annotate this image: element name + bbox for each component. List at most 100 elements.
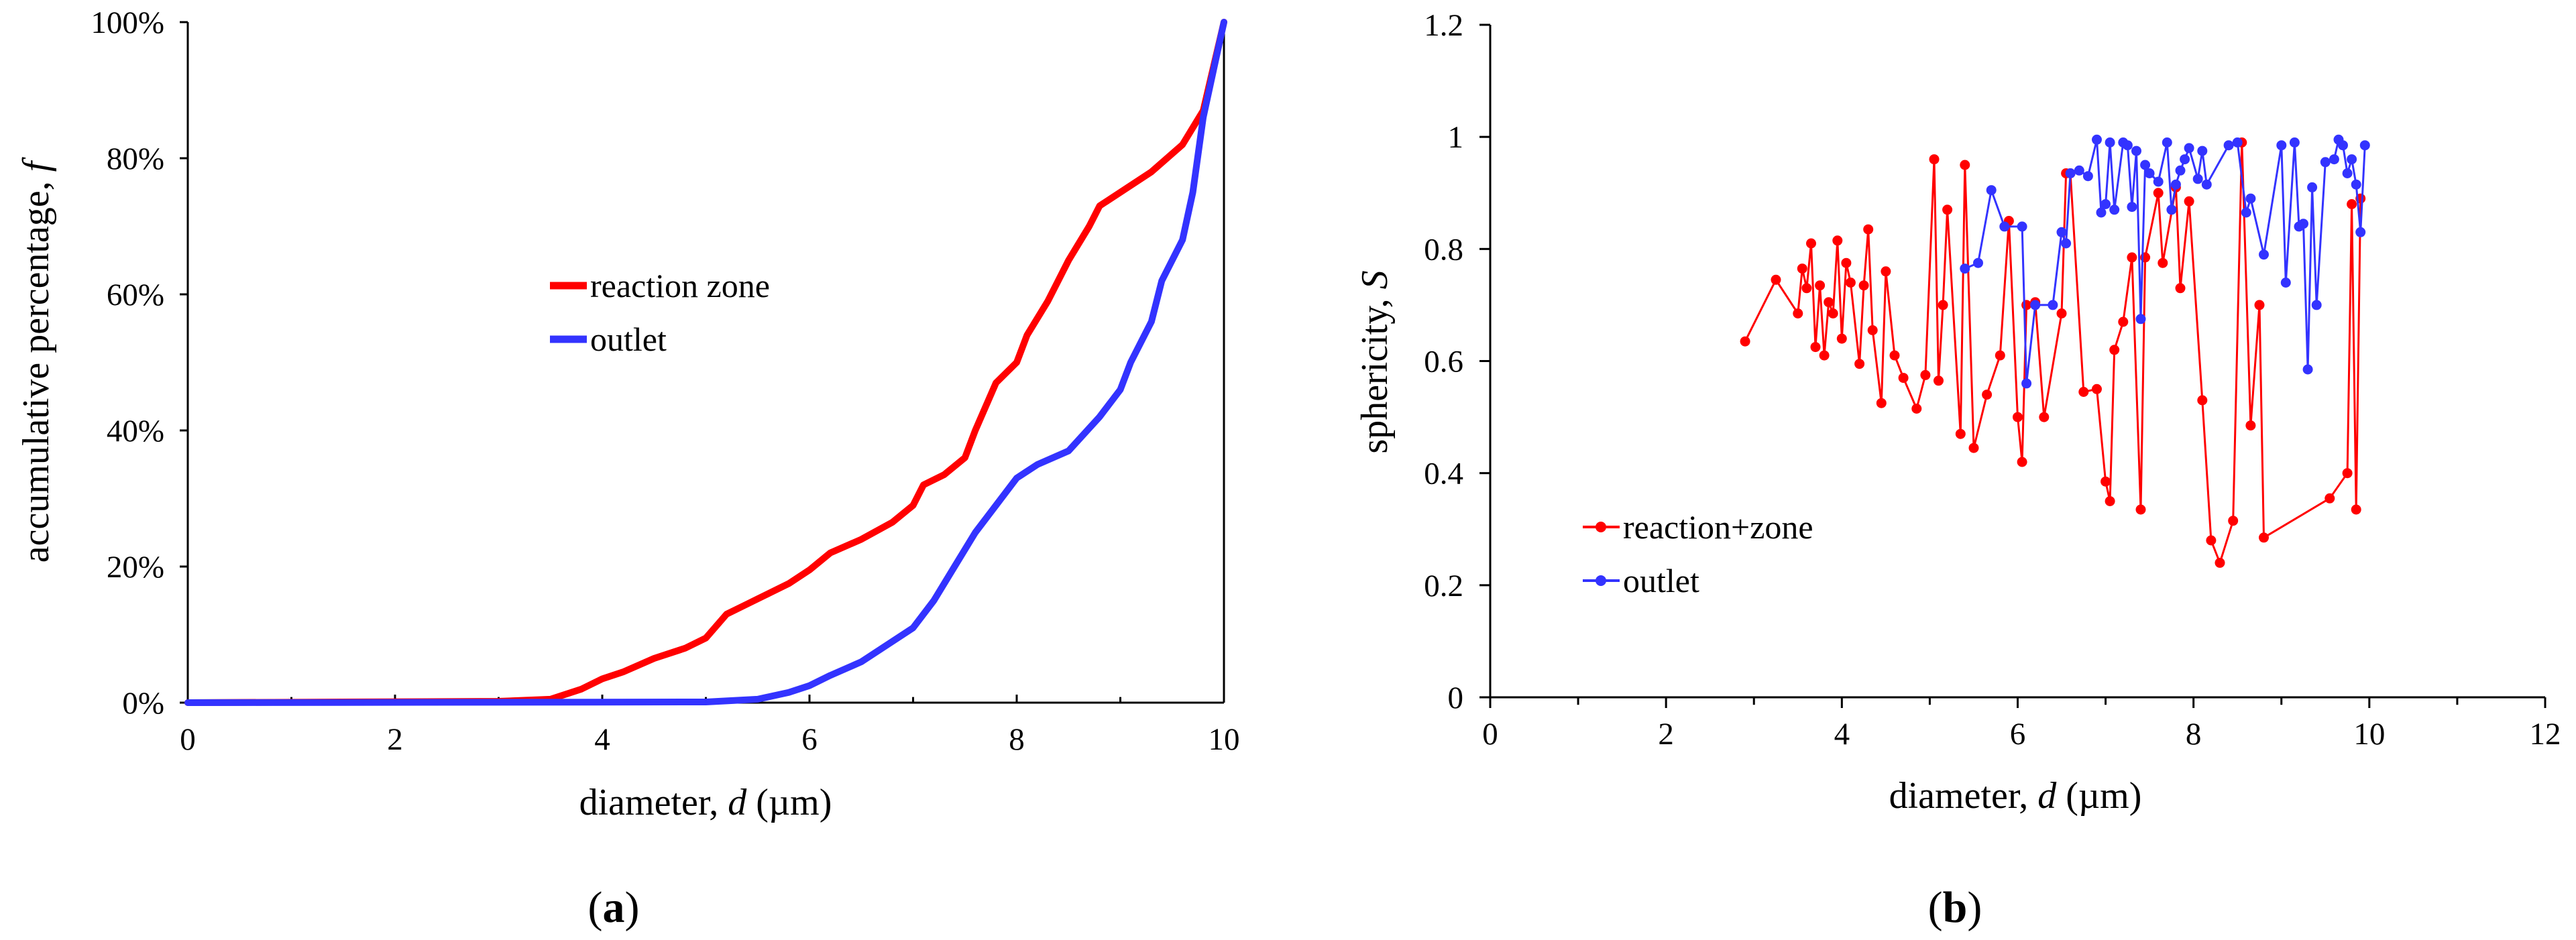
chart-a-x-tick-label: 2: [387, 722, 403, 757]
chart-b-point-outlet: [2232, 137, 2243, 148]
chart-b-point-reaction-zone: [1929, 154, 1940, 165]
chart-a-y-tick-label: 20%: [107, 550, 164, 585]
chart-b-point-reaction-zone: [1828, 308, 1838, 318]
chart-b-point-outlet: [2135, 314, 2146, 325]
chart-b-point-outlet: [2175, 165, 2186, 176]
chart-b-point-reaction-zone: [1942, 204, 1953, 215]
chart-b-point-reaction-zone: [1801, 283, 1812, 294]
chart-b-point-reaction-zone: [2078, 387, 2089, 397]
chart-b-point-outlet: [1999, 221, 2010, 232]
caption-a: (a): [588, 883, 640, 932]
chart-b-point-reaction-zone: [2127, 252, 2137, 263]
chart-b-point-reaction-zone: [1854, 359, 1865, 369]
legend-label-outlet: outlet: [590, 320, 667, 358]
chart-b-point-outlet: [1960, 263, 1970, 274]
caption-b: (b): [1928, 883, 1982, 932]
chart-b-ticks: 0 2 4 6 8 10 12 0 0.2 0.4 0.6 0.8 1 1.2: [1424, 8, 2561, 752]
chart-b-point-reaction-zone: [2228, 516, 2239, 526]
chart-b-point-reaction-zone: [1867, 325, 1878, 335]
chart-b-point-reaction-zone: [1806, 238, 1816, 249]
chart-b-point-reaction-zone: [2245, 420, 2256, 431]
chart-b-point-reaction-zone: [1995, 350, 2005, 361]
chart-b-y-tick-label: 1.2: [1424, 8, 1463, 43]
legend-label-reaction-zone: reaction zone: [590, 267, 770, 304]
chart-b-point-outlet: [2289, 137, 2300, 148]
chart-b-point-outlet: [2166, 204, 2177, 215]
chart-b-point-reaction-zone: [1920, 369, 1931, 380]
chart-b-point-reaction-zone: [2259, 532, 2269, 543]
chart-b-point-reaction-zone: [2153, 188, 2164, 198]
chart-a-y-axis-label: accumulative percentage, f: [15, 156, 57, 563]
chart-b-point-reaction-zone: [1858, 280, 1869, 291]
chart-b-point-reaction-zone: [1836, 333, 1847, 344]
chart-b-x-tick-label: 0: [1482, 717, 1498, 752]
chart-b-point-outlet: [2030, 300, 2041, 310]
legend-marker-reaction-plus-zone: [1595, 522, 1606, 532]
chart-b-x-axis-label: diameter, d (µm): [1889, 775, 2142, 817]
chart-b-point-outlet: [2351, 179, 2361, 190]
chart-b-point-outlet: [2109, 204, 2120, 215]
chart-b-point-outlet: [1973, 257, 1983, 268]
chart-b-point-reaction-zone: [1934, 375, 1944, 386]
chart-b-point-reaction-zone: [1810, 342, 1821, 353]
chart-b-point-outlet: [2061, 238, 2072, 249]
chart-b-point-outlet: [2311, 300, 2322, 310]
chart-b-point-outlet: [2355, 227, 2366, 237]
chart-b-point-reaction-zone: [1845, 278, 1856, 288]
chart-b-point-outlet: [2359, 140, 2370, 151]
chart-b-y-tick-label: 0.6: [1424, 345, 1463, 379]
chart-b-point-reaction-zone: [2184, 196, 2194, 207]
chart-b-point-reaction-zone: [1863, 224, 1874, 235]
chart-b-point-outlet: [2192, 174, 2203, 184]
chart-a-y-tick-label: 100%: [91, 5, 164, 40]
chart-b-point-reaction-zone: [1841, 257, 1852, 268]
chart-b-series: [1740, 134, 2370, 568]
chart-b-point-reaction-zone: [1982, 390, 1993, 400]
chart-b-point-outlet: [2241, 207, 2251, 218]
chart-b-point-outlet: [2197, 145, 2208, 156]
chart-b-point-outlet: [2153, 176, 2164, 187]
chart-b-point-outlet: [2259, 249, 2269, 260]
chart-b-point-reaction-zone: [2021, 300, 2032, 310]
chart-b-point-outlet: [2280, 278, 2291, 288]
chart-b-point-outlet: [2101, 199, 2111, 209]
chart-b-point-outlet: [2320, 157, 2331, 168]
legend-marker-outlet-b: [1595, 575, 1606, 586]
chart-b-point-reaction-zone: [2013, 412, 2023, 422]
chart-b-point-reaction-zone: [1876, 398, 1887, 408]
chart-b-point-reaction-zone: [1881, 266, 1891, 277]
chart-b-point-outlet: [2338, 140, 2348, 151]
chart-b-point-outlet: [2170, 179, 2181, 190]
chart-b-series-line-reaction-zone: [1744, 141, 2362, 564]
chart-b-point-outlet: [2092, 134, 2102, 145]
chart-b-point-outlet: [2021, 378, 2032, 389]
chart-b-point-reaction-zone: [2351, 504, 2361, 515]
chart-b-point-reaction-zone: [2109, 345, 2120, 355]
chart-b-point-reaction-zone: [2254, 300, 2265, 310]
chart-b-point-reaction-zone: [2105, 496, 2115, 506]
chart-b-point-outlet: [2122, 140, 2133, 151]
chart-b-point-reaction-zone: [1740, 336, 1750, 347]
chart-a-series: [184, 19, 1227, 706]
chart-b-point-reaction-zone: [2175, 283, 2186, 294]
chart-b-point-outlet: [2074, 165, 2084, 176]
chart-b-y-tick-label: 0: [1448, 681, 1464, 715]
chart-a-x-tick-label: 6: [801, 722, 818, 757]
chart-b-point-outlet: [2056, 227, 2067, 237]
chart-b-point-outlet: [2298, 219, 2308, 229]
chart-a-y-tick-label: 40%: [107, 414, 164, 449]
chart-b-point-reaction-zone: [1898, 373, 1909, 384]
chart-b-point-reaction-zone: [1793, 308, 1803, 318]
chart-b-y-tick-label: 0.8: [1424, 232, 1463, 267]
chart-b-point-outlet: [2201, 179, 2212, 190]
chart-b-point-reaction-zone: [2017, 457, 2027, 467]
chart-b-point-reaction-zone: [1797, 263, 1807, 274]
chart-a: 0 2 4 6 8 100%20%40%60%80%100% accumulative p…: [15, 5, 1240, 932]
chart-b-point-outlet: [2065, 168, 2076, 178]
chart-b-point-reaction-zone: [1824, 297, 1834, 308]
chart-a-x-tick-label: 0: [180, 722, 196, 757]
chart-b-point-reaction-zone: [2342, 468, 2353, 479]
chart-a-y-tick-label: 0%: [122, 686, 164, 721]
chart-b-point-reaction-zone: [2215, 557, 2225, 568]
